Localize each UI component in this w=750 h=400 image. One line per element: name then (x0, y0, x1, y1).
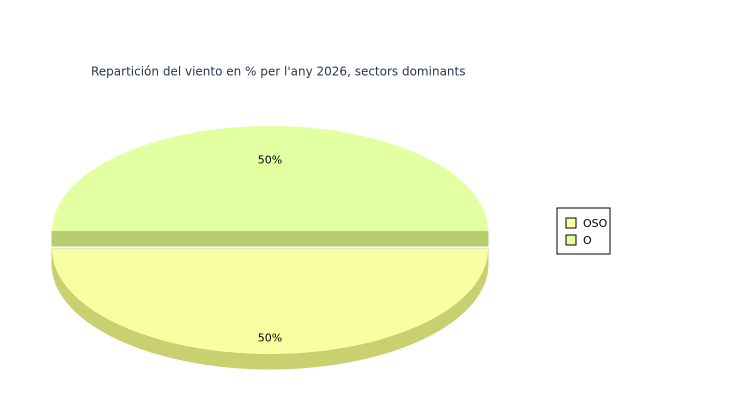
data-label: 50% (258, 331, 282, 344)
slice (52, 126, 488, 231)
legend (556, 207, 611, 255)
legend-label: OSO (583, 217, 608, 230)
legend-swatch (565, 234, 577, 246)
legend-swatch (565, 217, 577, 229)
slice (52, 249, 488, 354)
legend-label: O (583, 234, 592, 247)
data-label: 50% (258, 154, 282, 167)
slice-side (269, 230, 489, 247)
chart-title: Repartición del viento en % per l'any 20… (91, 65, 465, 79)
slice-side (51, 230, 271, 247)
